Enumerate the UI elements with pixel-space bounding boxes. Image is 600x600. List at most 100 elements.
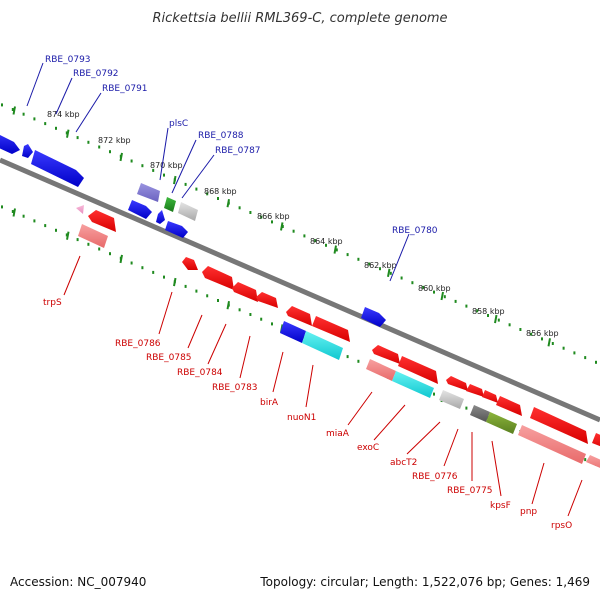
scale-dot-upper — [400, 276, 403, 280]
gene-exoc-top[interactable] — [398, 356, 438, 384]
gene-label-miaa[interactable]: miaA — [326, 429, 350, 439]
scale-dot-lower — [55, 228, 57, 232]
gene-rbe-0793[interactable] — [0, 130, 20, 154]
gene-kpsf-gray[interactable] — [470, 405, 490, 422]
scale-dot-upper — [44, 122, 47, 126]
gene-trps-row1[interactable] — [88, 210, 116, 232]
scale-label: 860 kbp — [418, 284, 451, 293]
scale-dot-upper — [389, 271, 392, 275]
gene-rbe-0776[interactable] — [446, 376, 468, 391]
gene-label-rpso[interactable]: rpsO — [551, 521, 572, 531]
scale-tick-upper — [66, 129, 70, 138]
scale-dot-upper — [87, 140, 90, 144]
gene-rbe-0791[interactable] — [31, 150, 84, 187]
minus-strand-labels — [63, 255, 583, 517]
leader-line — [159, 127, 169, 181]
scale-dot-lower — [130, 261, 133, 265]
scale-label: 866 kbp — [257, 212, 290, 221]
leader-line — [491, 440, 502, 497]
scale-dot-upper — [562, 346, 565, 350]
scale-dot-upper — [476, 309, 479, 313]
scale-dot-lower — [249, 313, 252, 316]
leader-line — [347, 391, 373, 426]
gene-kpsf[interactable] — [486, 412, 517, 434]
gene-rbe-0786[interactable] — [182, 257, 198, 270]
gene-label-abct2[interactable]: abcT2 — [390, 458, 417, 468]
gene-label-rbe-0784[interactable]: RBE_0784 — [177, 368, 223, 378]
gene-rbe-0792[interactable] — [22, 144, 33, 158]
scale-dot-lower — [87, 242, 90, 246]
gene-rbe-0775[interactable] — [466, 384, 484, 397]
gene-label-rbe-0791[interactable]: RBE_0791 — [102, 84, 148, 94]
gene-trps-marker[interactable] — [76, 205, 84, 214]
scale-label: 862 kbp — [364, 261, 397, 270]
gene-rbe-0775b[interactable] — [482, 390, 498, 403]
scale-dot-lower — [346, 355, 349, 359]
gene-kpsf-top[interactable] — [496, 396, 522, 416]
gene-miaa[interactable] — [366, 359, 396, 381]
gene-rpso[interactable] — [586, 455, 600, 472]
genome-backbone — [0, 157, 600, 423]
gene-label-rbe-0792[interactable]: RBE_0792 — [73, 69, 119, 79]
gene-label-bira[interactable]: birA — [260, 398, 279, 408]
gene-label-pnp[interactable]: pnp — [520, 507, 537, 517]
gene-pnp[interactable] — [518, 425, 586, 464]
scale-dot-upper — [292, 229, 295, 233]
gene-label-rbe-0783[interactable]: RBE_0783 — [212, 383, 258, 393]
gene-label-rbe-0786[interactable]: RBE_0786 — [115, 339, 161, 349]
gene-rbe-0788[interactable] — [156, 210, 165, 224]
gene-label-plsc[interactable]: plsC — [169, 119, 188, 129]
gene-abct2[interactable] — [439, 390, 464, 409]
leader-line — [181, 154, 215, 199]
scale-dot-upper — [206, 192, 209, 196]
gene-label-trps[interactable]: trpS — [43, 298, 62, 308]
gene-rbe-0784[interactable] — [232, 282, 258, 302]
gene-label-rbe-0776[interactable]: RBE_0776 — [412, 472, 458, 482]
scale-dot-lower — [260, 317, 263, 321]
scale-label: 858 kbp — [472, 307, 505, 316]
gene-plsc-block[interactable] — [128, 200, 152, 219]
gene-rbe-0785[interactable] — [202, 266, 234, 290]
scale-dot-upper — [65, 131, 68, 135]
gene-rpso-top[interactable] — [592, 433, 600, 450]
gene-plsc[interactable] — [164, 197, 176, 212]
gene-rbe-0783[interactable] — [256, 292, 278, 308]
gene-trps[interactable] — [78, 224, 108, 248]
gene-rbe-0782[interactable] — [286, 306, 312, 326]
leader-line — [187, 314, 203, 349]
leader-line — [171, 139, 197, 194]
gene-nuon1-top[interactable] — [312, 316, 350, 342]
gene-rbe-0787[interactable] — [178, 202, 198, 221]
scale-dot-upper — [433, 290, 435, 294]
gene-label-rbe-0793[interactable]: RBE_0793 — [45, 55, 91, 65]
gene-bira[interactable] — [280, 321, 306, 343]
gene-label-rbe-0780[interactable]: RBE_0780 — [392, 226, 438, 236]
gene-label-rbe-0787[interactable]: RBE_0787 — [215, 146, 261, 156]
scale-tick-upper — [173, 175, 177, 185]
gene-label-exoc[interactable]: exoC — [357, 443, 379, 453]
scale-dot-upper — [55, 126, 57, 130]
scale-dot-upper — [541, 337, 543, 341]
gene-pnp-top[interactable] — [530, 407, 588, 444]
gene-miaa-top[interactable] — [372, 345, 400, 364]
gene-label-nuon1[interactable]: nuoN1 — [287, 413, 316, 423]
gene-rbe-0790[interactable] — [137, 183, 160, 202]
leader-line — [373, 404, 406, 441]
gene-label-rbe-0788[interactable]: RBE_0788 — [198, 131, 244, 141]
gene-rbe-0780[interactable] — [361, 307, 386, 327]
scale-dot-lower — [141, 266, 144, 270]
gene-label-rbe-0775[interactable]: RBE_0775 — [447, 486, 493, 496]
gene-exoc[interactable] — [392, 371, 434, 398]
scale-tick-upper — [387, 268, 391, 277]
gene-rbe-0788b[interactable] — [165, 221, 188, 238]
scale-dot-upper — [217, 197, 219, 200]
scale-dot-lower — [217, 299, 219, 302]
scale-ticks — [12, 106, 551, 449]
scale-dot-upper — [530, 332, 533, 336]
scale-dot-lower — [184, 284, 187, 288]
gene-nuon1[interactable] — [302, 331, 343, 360]
gene-label-rbe-0785[interactable]: RBE_0785 — [146, 353, 192, 363]
scale-dot-upper — [163, 173, 165, 177]
scale-dot-lower — [206, 294, 209, 298]
gene-label-kpsf[interactable]: kpsF — [490, 501, 511, 511]
